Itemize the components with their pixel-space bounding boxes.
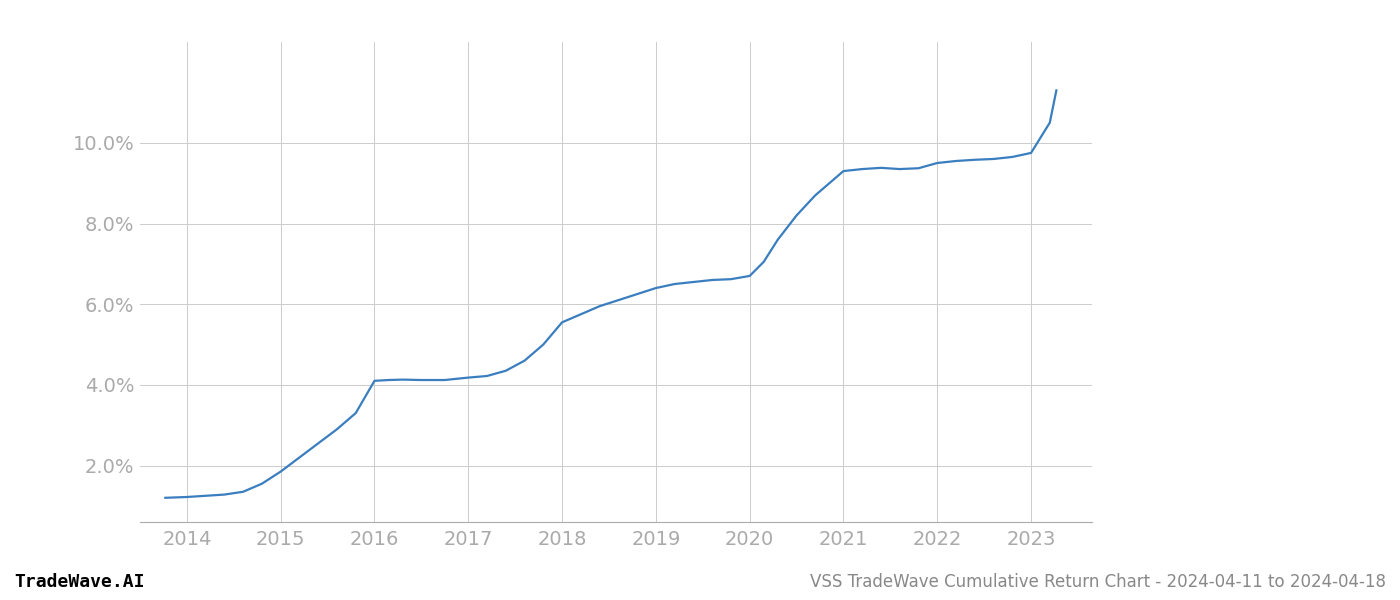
Text: TradeWave.AI: TradeWave.AI — [14, 573, 144, 591]
Text: VSS TradeWave Cumulative Return Chart - 2024-04-11 to 2024-04-18: VSS TradeWave Cumulative Return Chart - … — [811, 573, 1386, 591]
